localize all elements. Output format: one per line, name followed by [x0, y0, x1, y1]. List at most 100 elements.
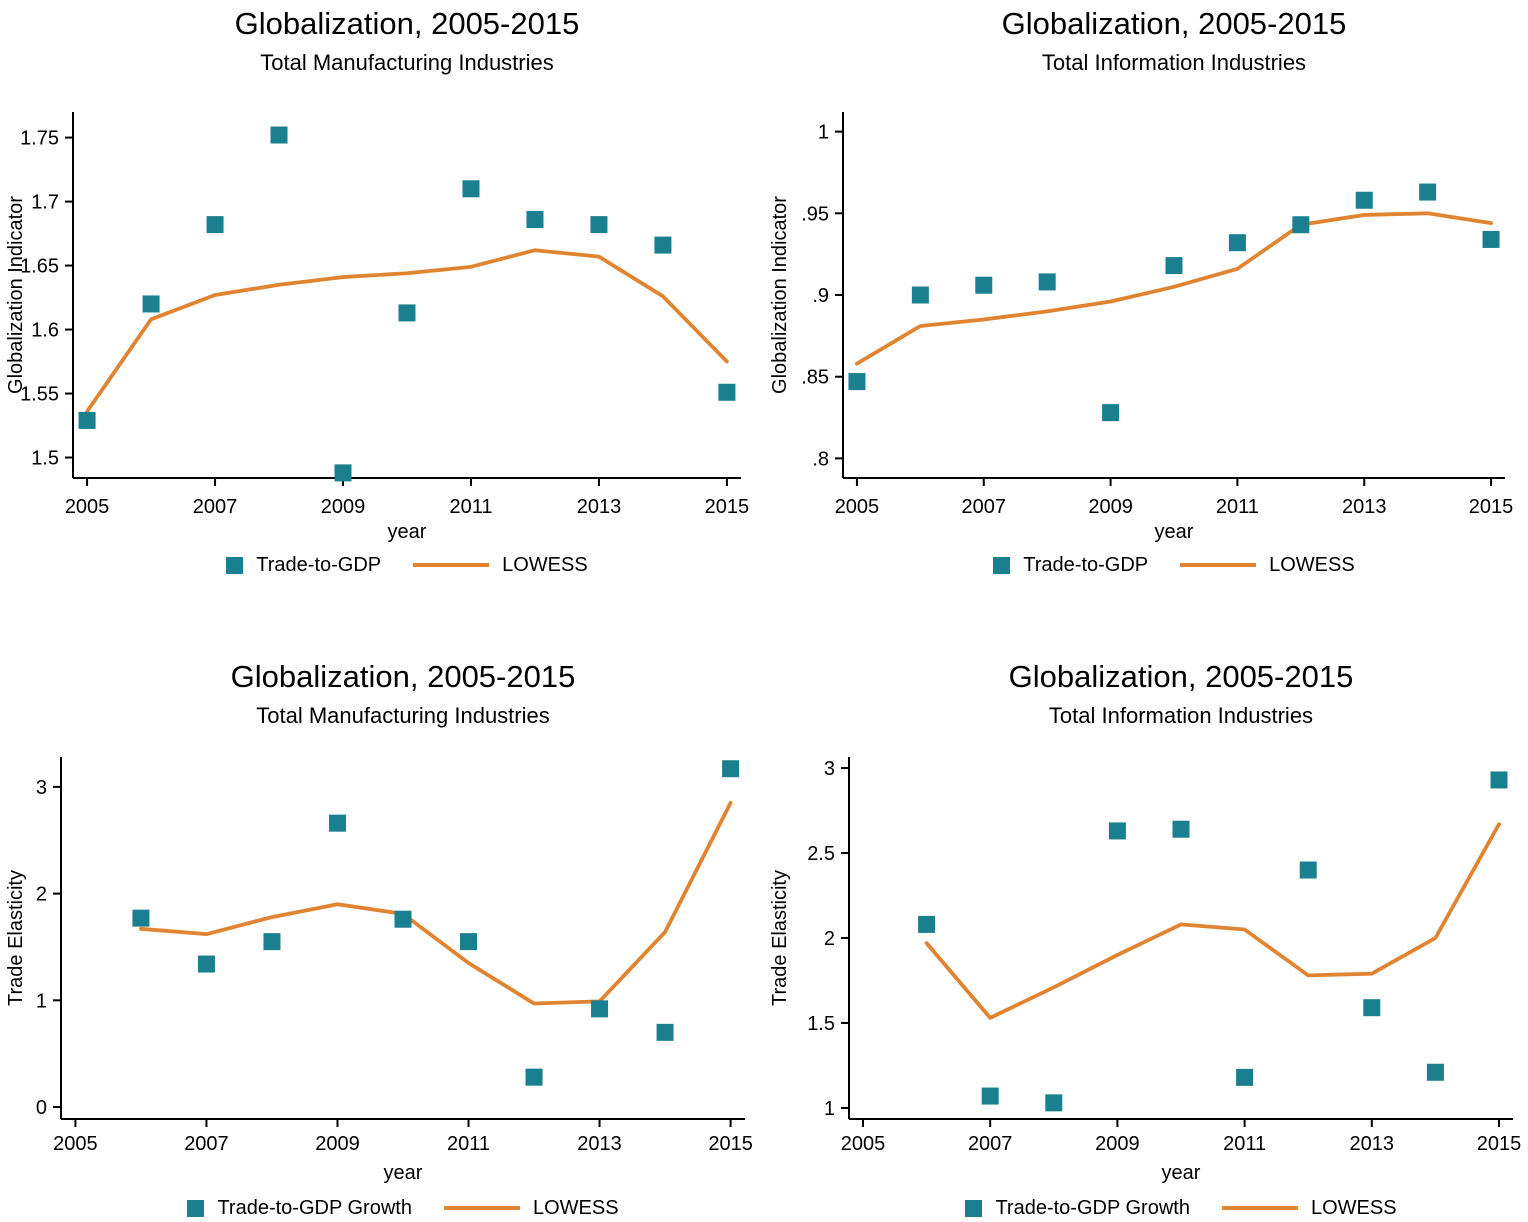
scatter-point	[1482, 230, 1500, 248]
x-tick-label: 2015	[1469, 496, 1514, 518]
legend-label-lowess: LOWESS	[532, 1196, 619, 1219]
x-tick-label: 2005	[841, 1133, 886, 1155]
scatter-point	[1045, 1094, 1063, 1112]
y-tick-label: 3	[824, 758, 835, 780]
plot-area: 1 1.5 2 2.5 3 2005 2007 2009 2011 2013 2015 year Tra…	[769, 757, 1522, 1184]
scatter-point	[1363, 999, 1381, 1017]
legend: Trade-to-GDP Growth LOWESS	[799, 1195, 1528, 1221]
y-tick-label: 0	[36, 1097, 47, 1119]
scatter-point	[142, 295, 160, 313]
scatter-point	[526, 210, 544, 228]
x-tick-label: 2009	[1088, 496, 1133, 518]
x-tick-label: 2013	[577, 496, 622, 518]
lowess-line	[139, 800, 733, 1006]
y-tick-label: 1.65	[20, 256, 59, 278]
chart-information-trade-elasticity: Globalization, 2005-2015 Total Informati…	[764, 611, 1528, 1222]
scatter-point	[1490, 771, 1508, 789]
scatter-point	[722, 760, 740, 778]
y-tick-label: 2	[36, 884, 47, 906]
chart-subtitle: Total Manufacturing Industries	[260, 50, 554, 75]
x-tick-label: 2009	[1095, 1133, 1140, 1155]
x-tick-label: 2015	[705, 496, 750, 518]
legend-label-scatter: Trade-to-GDP Growth	[217, 1196, 412, 1219]
chart-title: Globalization, 2005-2015	[1001, 6, 1347, 41]
legend-label-scatter: Trade-to-GDP	[256, 553, 382, 576]
x-tick-label: 2007	[184, 1133, 229, 1155]
plot-area: .8 .85 .9 .95 1 2005 2007 2009 2011 2013 2015 year G…	[769, 112, 1514, 543]
x-axis-title: year	[384, 1162, 423, 1184]
scatter-point	[328, 814, 346, 832]
y-tick-label: 1.5	[31, 448, 59, 470]
x-tick-label: 2011	[449, 496, 492, 518]
plot-area: 0 1 2 3 2005 2007 2009 2011 2013 2015 year Trade El…	[5, 757, 753, 1184]
x-axis-title: year	[1155, 521, 1194, 543]
legend-scatter-swatch	[187, 1199, 205, 1217]
legend-label-scatter: Trade-to-GDP Growth	[995, 1196, 1190, 1219]
scatter-point	[1038, 273, 1056, 291]
scatter-point	[718, 383, 736, 401]
x-axis-title: year	[388, 521, 427, 543]
scatter-point	[1292, 216, 1310, 234]
x-tick-label: 2007	[962, 496, 1007, 518]
chart-manufacturing-globalization-indicator: Globalization, 2005-2015 Total Manufactu…	[0, 0, 764, 611]
chart-subtitle: Total Information Industries	[1048, 703, 1314, 728]
x-tick-label: 2009	[321, 496, 366, 518]
scatter-point	[78, 411, 96, 429]
scatter-point	[918, 915, 936, 933]
legend-label-scatter: Trade-to-GDP	[1023, 553, 1149, 576]
scatter-point	[1426, 1063, 1444, 1081]
lowess-line	[924, 822, 1501, 1020]
y-tick-label: .9	[812, 285, 829, 307]
scatter-point	[1419, 183, 1437, 201]
scatter-point	[206, 216, 224, 234]
x-tick-label: 2007	[968, 1133, 1013, 1155]
y-tick-label: 1.75	[20, 128, 59, 150]
y-axis-title: Trade Elasticity	[5, 870, 27, 1006]
scatter-point	[590, 216, 608, 234]
x-tick-label: 2007	[193, 496, 238, 518]
legend-line-swatch	[1221, 1206, 1298, 1210]
y-tick-label: 3	[36, 777, 47, 799]
y-tick-label: .8	[812, 448, 829, 470]
x-tick-label: 2005	[53, 1133, 98, 1155]
legend-scatter-swatch	[226, 556, 244, 574]
scatter-point	[981, 1087, 999, 1105]
plot-area: 1.5 1.55 1.6 1.65 1.7 1.75 2005 2007 2009 2011 201…	[5, 112, 750, 543]
y-tick-label: 1.6	[31, 320, 59, 342]
x-tick-label: 2011	[1223, 1133, 1266, 1155]
legend: Trade-to-GDP Growth LOWESS	[21, 1195, 785, 1221]
scatter-point	[975, 276, 993, 294]
x-tick-label: 2011	[447, 1133, 490, 1155]
lowess-line	[855, 211, 1493, 366]
legend: Trade-to-GDP LOWESS	[792, 552, 1528, 578]
scatter-point	[1165, 257, 1183, 275]
scatter-point	[398, 304, 416, 322]
lowess-line	[85, 248, 729, 414]
y-tick-label: 2	[824, 928, 835, 950]
x-axis-title: year	[1162, 1162, 1201, 1184]
scatter-point	[654, 236, 672, 254]
x-tick-label: 2011	[1216, 496, 1259, 518]
chart-title: Globalization, 2005-2015	[1008, 659, 1354, 694]
chart-title: Globalization, 2005-2015	[234, 6, 580, 41]
y-tick-label: 2.5	[807, 843, 835, 865]
chart-information-globalization-indicator: Globalization, 2005-2015 Total Informati…	[764, 0, 1528, 611]
scatter-point	[394, 910, 412, 928]
scatter-point	[1236, 1068, 1254, 1086]
y-axis-title: Trade Elasticity	[769, 870, 791, 1006]
x-tick-label: 2013	[1350, 1133, 1395, 1155]
legend-line-swatch	[443, 1206, 520, 1210]
legend-scatter-swatch	[993, 556, 1011, 574]
scatter-point	[525, 1068, 543, 1086]
scatter-point	[911, 286, 929, 304]
x-tick-label: 2005	[835, 496, 880, 518]
legend-label-lowess: LOWESS	[1269, 553, 1355, 576]
x-tick-label: 2015	[1477, 1133, 1522, 1155]
x-tick-label: 2005	[65, 496, 110, 518]
scatter-point	[1355, 191, 1373, 209]
y-tick-label: 1.7	[31, 192, 59, 214]
legend-label-lowess: LOWESS	[1310, 1196, 1397, 1219]
y-axis-title: Globalization Indicator	[769, 196, 791, 394]
scatter-point	[1172, 820, 1190, 838]
